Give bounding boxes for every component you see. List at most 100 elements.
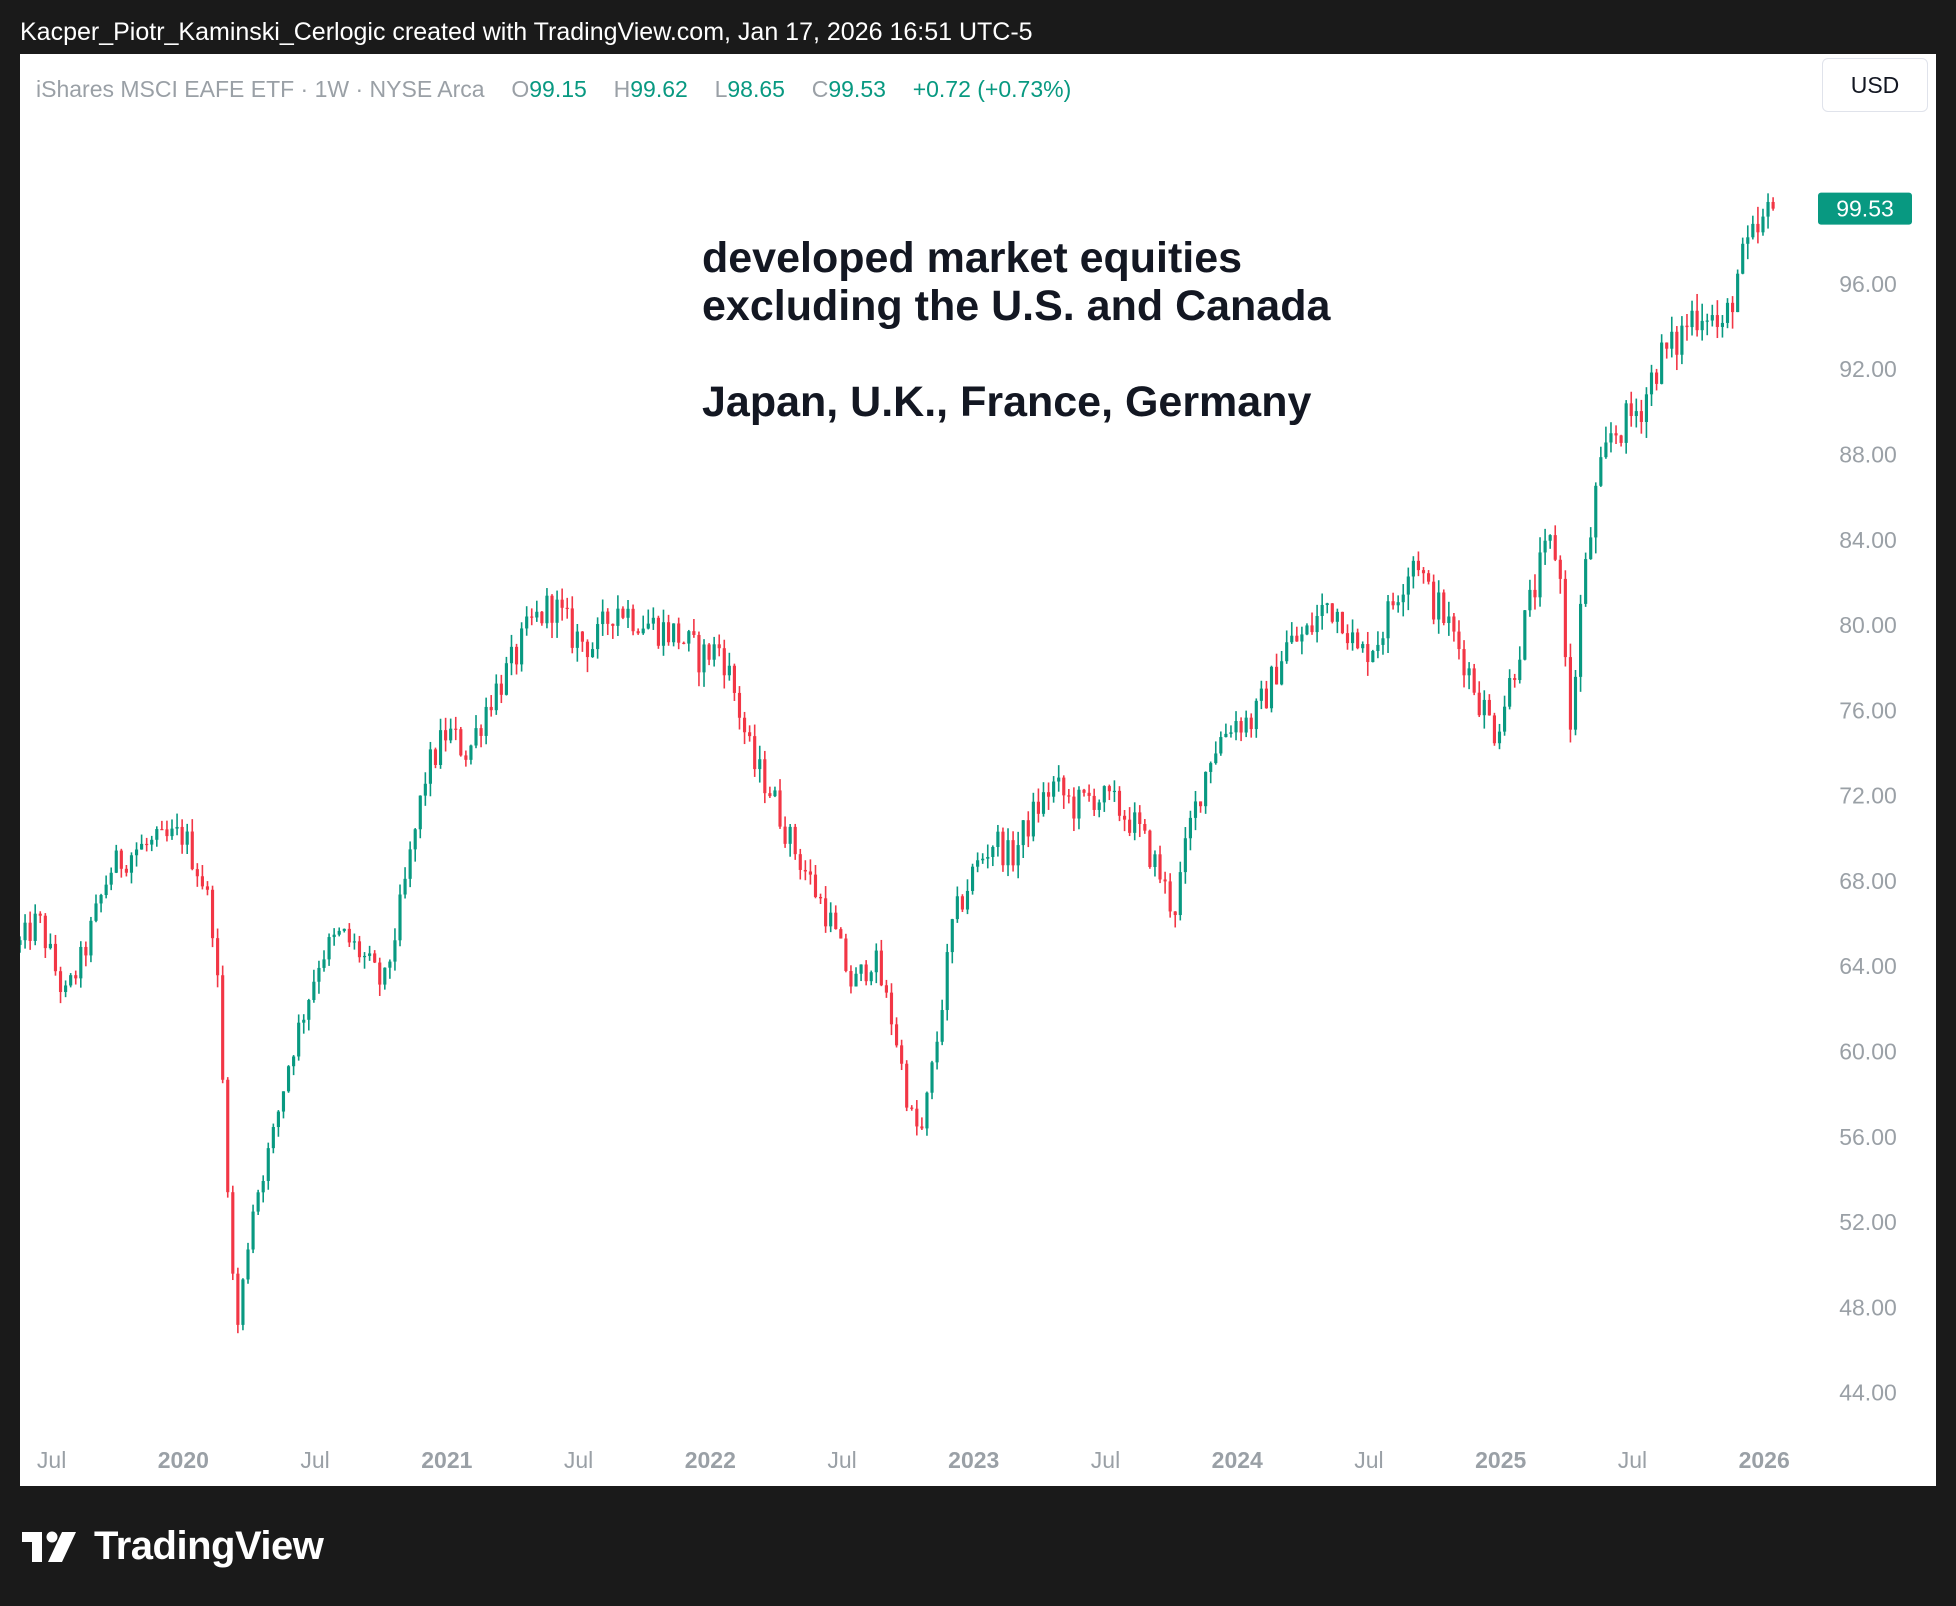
candle-up: [520, 628, 524, 665]
candle-down: [433, 749, 438, 765]
candle-up: [1411, 560, 1415, 577]
candle-up: [702, 644, 706, 673]
candle-down: [454, 728, 458, 730]
candle-up: [1325, 603, 1329, 606]
candle-up: [1518, 659, 1522, 681]
candle-up: [1244, 717, 1248, 733]
candle-up: [1254, 700, 1258, 730]
candle-down: [1138, 812, 1142, 825]
x-tick-label: Jul: [564, 1447, 593, 1473]
candle-down: [216, 938, 220, 976]
candle-down: [1295, 635, 1299, 642]
candle-up: [1528, 589, 1532, 611]
time-axis: Jul 2020 Jul 2021 Jul 2022 Jul 2023 Jul 2024 Jul 20…: [37, 1447, 1790, 1473]
candle-down: [722, 648, 726, 676]
x-tick-label: Jul: [300, 1447, 329, 1473]
chart-panel[interactable]: iShares MSCI EAFE ETF · 1W · NYSE Arca O…: [20, 54, 1936, 1486]
candle-down: [570, 608, 574, 648]
candle-up: [332, 934, 336, 938]
candle-down: [960, 896, 964, 910]
candle-up: [69, 975, 73, 986]
candle-up: [474, 728, 478, 746]
candle-up: [1680, 325, 1684, 355]
candle-down: [834, 912, 838, 930]
candle-down: [1421, 570, 1426, 574]
candle-up: [525, 616, 529, 629]
candle-up: [1705, 320, 1709, 322]
candle-up: [1710, 315, 1714, 321]
candle-down: [1655, 372, 1659, 384]
x-tick-label: Jul: [1618, 1447, 1647, 1473]
candle-down: [1558, 559, 1562, 579]
candle-up: [337, 930, 341, 935]
candle-down: [808, 871, 812, 875]
candle-down: [1173, 911, 1177, 916]
candle-up: [1766, 201, 1770, 217]
candle-down: [530, 616, 534, 618]
candle-down: [894, 1024, 899, 1046]
candle-up: [712, 644, 716, 660]
candle-down: [489, 706, 493, 711]
candle-down: [839, 929, 843, 939]
y-tick-label: 60.00: [1839, 1039, 1897, 1065]
candle-up: [1209, 763, 1213, 772]
candle-up: [317, 967, 321, 982]
candle-up: [535, 611, 539, 618]
price-chart[interactable]: 96.00 92.00 88.00 84.00 80.00 76.00 72.00 68.00…: [20, 54, 1936, 1486]
candle-down: [1442, 592, 1446, 624]
candle-up: [1031, 801, 1035, 837]
candle-down: [1665, 342, 1669, 349]
candle-down: [1082, 789, 1086, 793]
candle-up: [388, 961, 392, 968]
candle-down: [732, 665, 736, 693]
candle-up: [1153, 854, 1157, 867]
candle-down: [803, 869, 807, 872]
y-tick-label: 96.00: [1839, 271, 1897, 297]
candle-down: [1432, 581, 1436, 620]
candle-up: [449, 728, 453, 741]
candle-up: [1447, 616, 1451, 624]
candle-up: [89, 920, 93, 956]
candle-up: [241, 1279, 245, 1325]
candle-up: [1670, 331, 1674, 349]
candle-down: [190, 831, 194, 870]
last-price-marker: 99.53: [1818, 192, 1912, 225]
candle-down: [1168, 881, 1172, 912]
candle-down: [1198, 801, 1203, 807]
candle-up: [1624, 403, 1628, 443]
candle-down: [824, 898, 828, 927]
candle-up: [758, 759, 762, 770]
candle-up: [590, 649, 595, 658]
currency-button[interactable]: USD: [1822, 58, 1928, 112]
candle-up: [423, 783, 427, 796]
y-tick-label: 80.00: [1839, 612, 1897, 638]
candle-down: [560, 599, 564, 608]
candle-up: [327, 937, 331, 960]
candle-down: [221, 975, 225, 1080]
candle-up: [1021, 820, 1025, 846]
candle-up: [996, 831, 1000, 847]
candle-down: [347, 928, 351, 943]
candle-up: [393, 940, 397, 962]
candle-up: [342, 928, 346, 931]
candle-down: [1492, 715, 1497, 744]
x-tick-label: Jul: [827, 1447, 856, 1473]
annotation-line-1: developed market equities: [702, 234, 1243, 282]
candle-down: [499, 683, 503, 695]
candle-up: [945, 952, 949, 1011]
y-tick-label: 76.00: [1839, 697, 1897, 723]
candle-down: [357, 941, 362, 958]
tradingview-logo[interactable]: TradingView: [22, 1524, 324, 1569]
candle-down: [1614, 433, 1618, 436]
candle-up: [1761, 216, 1765, 233]
candle-down: [910, 1107, 914, 1109]
candle-up: [1320, 605, 1324, 616]
candle-up: [383, 967, 387, 985]
candle-up: [64, 985, 68, 993]
candle-down: [717, 644, 721, 649]
symbol-label[interactable]: iShares MSCI EAFE ETF · 1W · NYSE Arca: [36, 76, 485, 102]
candle-down: [768, 793, 772, 797]
candle-down: [1274, 666, 1279, 685]
candle-up: [1361, 644, 1365, 649]
x-tick-label: 2020: [158, 1447, 209, 1473]
